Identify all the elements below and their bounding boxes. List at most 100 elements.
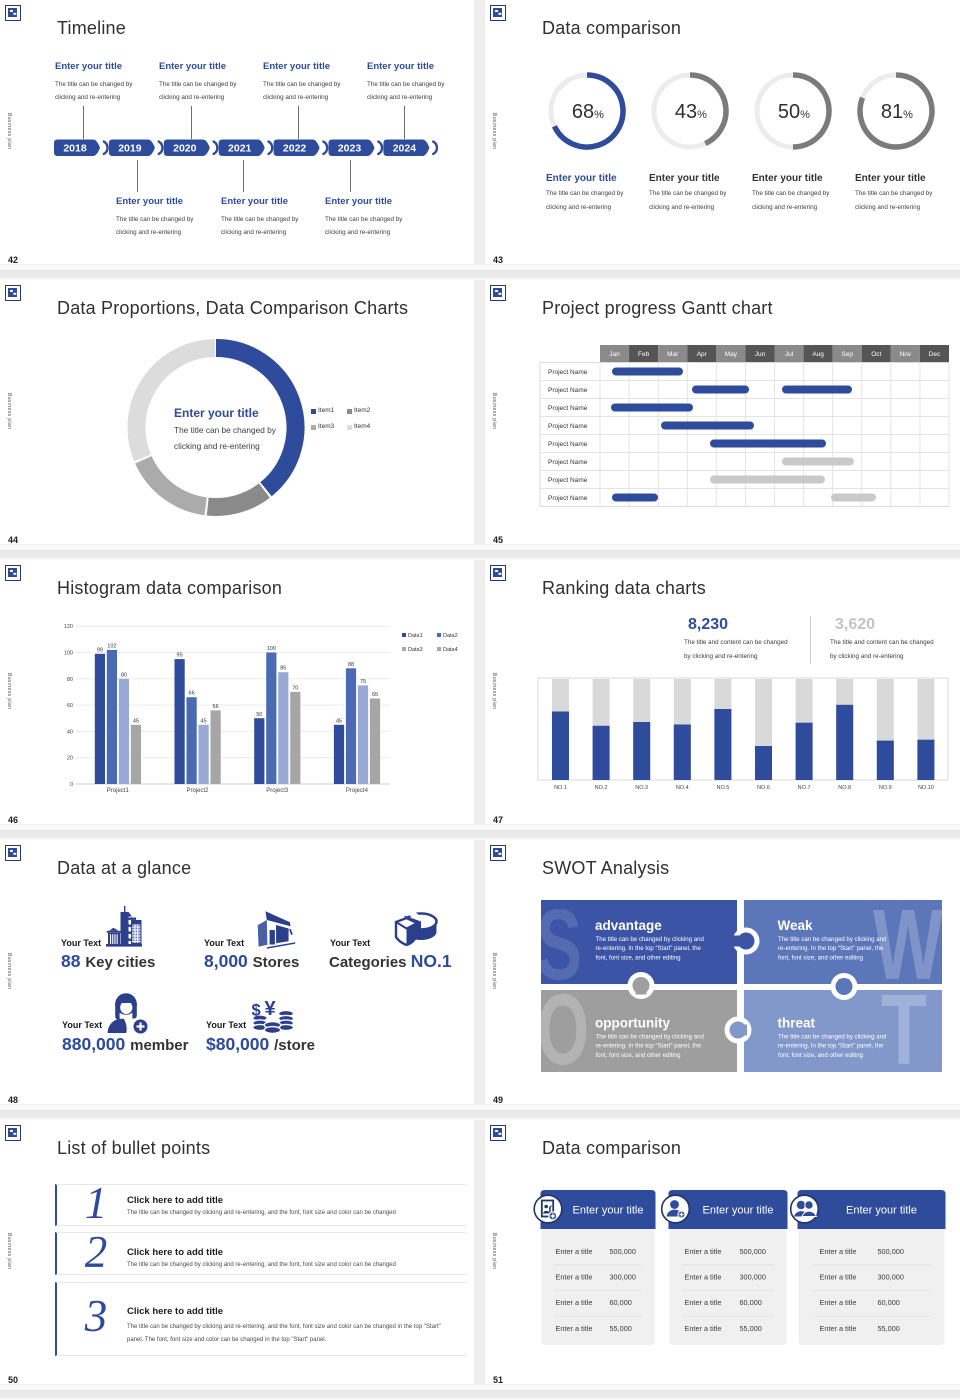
svg-text:99: 99: [97, 647, 103, 653]
svg-text:Enter a title: Enter a title: [685, 1247, 722, 1256]
svg-text:45: 45: [133, 718, 139, 724]
svg-text:Project Name: Project Name: [548, 387, 588, 394]
svg-text:0: 0: [70, 782, 73, 788]
svg-text:Data1: Data1: [408, 633, 423, 639]
svg-text:55,000: 55,000: [610, 1324, 632, 1333]
svg-text:81: 81: [881, 101, 903, 123]
svg-text:Project2: Project2: [186, 788, 209, 794]
svg-text:NO.3: NO.3: [635, 785, 648, 791]
svg-text:re-entering. In the top “Start: re-entering. In the top “Start” panel, t…: [778, 1043, 884, 1050]
svg-text:85: 85: [280, 666, 286, 672]
svg-text:Project Name: Project Name: [548, 441, 588, 448]
svg-text:NO.2: NO.2: [595, 785, 608, 791]
svg-text:Jun: Jun: [755, 351, 766, 358]
svg-text:re-entering. In the top “Start: re-entering. In the top “Start” panel, t…: [596, 1043, 702, 1050]
svg-text:re-entering. In the top “Start: re-entering. In the top “Start” panel, t…: [778, 945, 884, 952]
svg-text:opportunity: opportunity: [595, 1016, 670, 1031]
svg-text:2020: 2020: [173, 143, 197, 155]
svg-text:Enter a title: Enter a title: [820, 1273, 857, 1282]
svg-text:Data4: Data4: [443, 647, 458, 653]
svg-text:20: 20: [67, 756, 73, 762]
svg-text:Project Name: Project Name: [548, 405, 588, 412]
svg-text:500,000: 500,000: [878, 1247, 904, 1256]
svg-text:2021: 2021: [228, 143, 252, 155]
svg-text:50: 50: [256, 712, 262, 718]
svg-text:Project3: Project3: [266, 788, 289, 794]
svg-text:Enter your title: Enter your title: [703, 1205, 774, 1217]
svg-text:Mar: Mar: [667, 351, 679, 358]
svg-text:55,000: 55,000: [878, 1324, 900, 1333]
svg-text:Enter a title: Enter a title: [556, 1324, 593, 1333]
svg-text:Project Name: Project Name: [548, 459, 588, 466]
svg-text:T: T: [881, 974, 927, 1086]
svg-text:60,000: 60,000: [878, 1298, 900, 1307]
svg-text:Project1: Project1: [107, 788, 130, 794]
svg-text:40: 40: [67, 729, 73, 735]
svg-text:The title can be changed by cl: The title can be changed by clicking and: [778, 936, 886, 943]
svg-text:font, font size, and other edi: font, font size, and other editing: [778, 1052, 863, 1059]
svg-text:300,000: 300,000: [610, 1273, 636, 1282]
svg-text:S: S: [536, 889, 582, 1001]
svg-text:re-entering. In the top “Start: re-entering. In the top “Start” panel, t…: [596, 945, 702, 952]
svg-text:Enter a title: Enter a title: [556, 1298, 593, 1307]
svg-text:$: $: [252, 1002, 261, 1020]
svg-text:55,000: 55,000: [740, 1324, 762, 1333]
svg-text:60: 60: [67, 703, 73, 709]
svg-text:NO.8: NO.8: [838, 785, 851, 791]
svg-text:Enter a title: Enter a title: [556, 1273, 593, 1282]
svg-text:font, font size, and other edi: font, font size, and other editing: [778, 954, 863, 961]
svg-text:50: 50: [778, 101, 800, 123]
svg-text:2022: 2022: [283, 143, 307, 155]
svg-text:font, font size, and other edi: font, font size, and other editing: [596, 954, 681, 961]
svg-text:The title can be changed by cl: The title can be changed by clicking and: [596, 1034, 704, 1041]
svg-text:70: 70: [292, 685, 298, 691]
svg-text:NO.6: NO.6: [757, 785, 770, 791]
svg-text:100: 100: [64, 651, 73, 657]
svg-text:300,000: 300,000: [740, 1273, 766, 1282]
svg-text:O: O: [537, 974, 589, 1086]
svg-text:The title can be changed by cl: The title can be changed by clicking and: [778, 1034, 886, 1041]
svg-text:500,000: 500,000: [610, 1247, 636, 1256]
svg-text:60,000: 60,000: [610, 1298, 632, 1307]
svg-text:NO.10: NO.10: [918, 785, 934, 791]
svg-text:66: 66: [189, 691, 195, 697]
svg-text:font, font size, and other edi: font, font size, and other editing: [596, 1052, 681, 1059]
svg-text:60,000: 60,000: [740, 1298, 762, 1307]
svg-text:2019: 2019: [118, 143, 142, 155]
svg-text:2024: 2024: [393, 143, 417, 155]
svg-text:Data3: Data3: [408, 647, 423, 653]
svg-text:Enter a title: Enter a title: [556, 1247, 593, 1256]
svg-text:Project Name: Project Name: [548, 423, 588, 430]
svg-text:Enter a title: Enter a title: [820, 1298, 857, 1307]
svg-text:NO.5: NO.5: [716, 785, 729, 791]
svg-text:Dec: Dec: [929, 351, 941, 358]
svg-text:Project4: Project4: [346, 788, 369, 794]
svg-text:102: 102: [107, 643, 116, 649]
svg-text:Weak: Weak: [778, 918, 814, 933]
svg-text:Project Name: Project Name: [548, 495, 588, 502]
svg-text:NO.1: NO.1: [554, 785, 567, 791]
svg-text:NO.7: NO.7: [798, 785, 811, 791]
svg-text:56: 56: [213, 704, 219, 710]
svg-text:68: 68: [572, 101, 594, 123]
svg-text:Project Name: Project Name: [548, 369, 588, 376]
svg-text:100: 100: [267, 646, 276, 652]
svg-text:NO.9: NO.9: [879, 785, 892, 791]
svg-text:Sep: Sep: [841, 351, 853, 358]
svg-text:NO.4: NO.4: [676, 785, 689, 791]
svg-text:Oct: Oct: [871, 351, 881, 358]
svg-text:300,000: 300,000: [878, 1273, 904, 1282]
svg-text:43: 43: [675, 101, 697, 123]
svg-text:2023: 2023: [338, 143, 362, 155]
svg-text:Feb: Feb: [638, 351, 650, 358]
svg-text:Enter a title: Enter a title: [685, 1324, 722, 1333]
svg-text:88: 88: [348, 662, 354, 668]
svg-text:Enter your title: Enter your title: [573, 1205, 644, 1217]
svg-text:120: 120: [64, 624, 73, 630]
svg-text:95: 95: [177, 653, 183, 659]
svg-text:%: %: [697, 109, 707, 121]
svg-text:Aug: Aug: [812, 351, 824, 358]
svg-text:Project Name: Project Name: [548, 477, 588, 484]
svg-text:%: %: [594, 109, 604, 121]
svg-text:2018: 2018: [63, 143, 87, 155]
